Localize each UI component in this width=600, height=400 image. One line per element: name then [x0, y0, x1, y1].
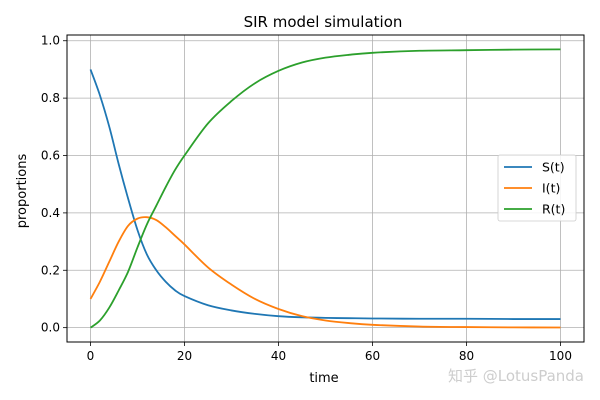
x-tick-label: 60 [365, 349, 380, 363]
legend-box [497, 154, 577, 222]
x-tick-label: 20 [177, 349, 192, 363]
chart-title: SIR model simulation [244, 13, 403, 31]
y-tick-label: 0.2 [41, 263, 60, 277]
x-tick-label: 40 [271, 349, 286, 363]
series-line-rt [89, 48, 561, 329]
legend-entry: R(t) [542, 202, 565, 217]
y-axis: 0.0 0.2 0.4 0.6 0.8 1.0 [41, 34, 67, 335]
y-tick-label: 0.8 [41, 91, 60, 105]
y-axis-label: proportions [15, 154, 30, 229]
series-line-it [89, 216, 561, 329]
watermark: 知乎 @LotusPanda [448, 367, 584, 385]
x-tick-label: 80 [459, 349, 474, 363]
x-tick-label: 100 [549, 349, 572, 363]
y-tick-label: 1.0 [41, 34, 60, 48]
x-tick-label: 0 [87, 349, 95, 363]
y-tick-label: 0.6 [41, 149, 60, 163]
legend-entry: S(t) [542, 160, 565, 175]
y-tick-label: 0.0 [41, 321, 60, 335]
plot-frame [66, 34, 585, 343]
series-line-st [89, 69, 561, 320]
legend-entry: I(t) [542, 181, 560, 196]
legend: S(t) I(t) R(t) [497, 154, 577, 222]
y-tick-label: 0.4 [41, 206, 60, 220]
plot-lines [89, 48, 561, 329]
x-axis-label: time [309, 371, 338, 386]
x-axis: 0 20 40 60 80 100 [87, 342, 572, 363]
